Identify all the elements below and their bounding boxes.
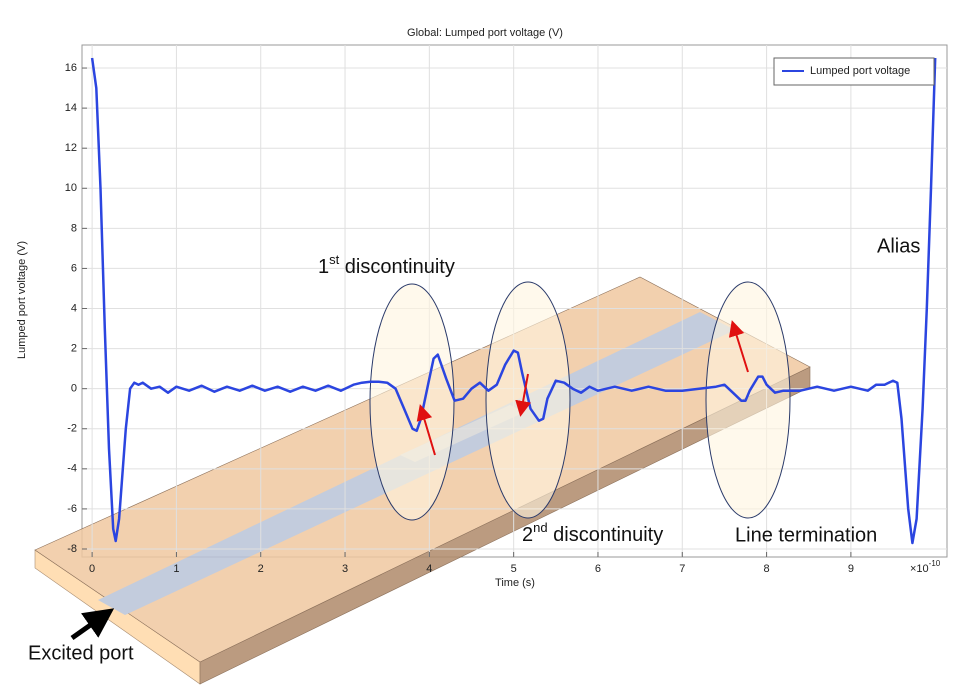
y-tick-label: 14 [65, 102, 77, 114]
x-tick-label: 0 [89, 563, 95, 575]
y-tick-label: 12 [65, 142, 77, 154]
y-tick-label: 8 [71, 222, 77, 234]
series-line [90, 57, 937, 545]
y-axis-label: Lumped port voltage (V) [16, 241, 28, 359]
x-axis-label: Time (s) [495, 577, 535, 589]
arrows [70, 320, 749, 641]
x-tick-label: 6 [595, 563, 601, 575]
x-tick-label: 8 [764, 563, 770, 575]
y-tick-label: -4 [67, 463, 77, 475]
y-tick-label: 4 [71, 302, 77, 314]
annotation-sup: st [329, 252, 340, 267]
y-tick-label: 10 [65, 182, 77, 194]
y-tick-label: 0 [71, 383, 77, 395]
x-tick-label: 2 [258, 563, 264, 575]
y-tick-label: 2 [71, 342, 77, 354]
y-tick-label: -6 [67, 503, 77, 515]
chart-title: Global: Lumped port voltage (V) [407, 27, 563, 39]
x-tick-label: 5 [511, 563, 517, 575]
legend-label: Lumped port voltage [810, 65, 910, 77]
annotation: 1st discontinuity [318, 252, 455, 278]
x-tick-label: 9 [848, 563, 854, 575]
annotation: Alias [877, 235, 920, 257]
annotation-text: 1 [318, 256, 329, 278]
x-tick-label: 3 [342, 563, 348, 575]
x-tick-label: 4 [426, 563, 432, 575]
annotation: 2nd discontinuity [522, 520, 663, 546]
x-scale-base: ×10 [910, 563, 929, 575]
y-tick-label: 6 [71, 262, 77, 274]
x-tick-label: 7 [679, 563, 685, 575]
annotation-text: 2 [522, 524, 533, 546]
y-tick-label: -2 [67, 423, 77, 435]
annotation-sup: nd [533, 520, 547, 535]
annotation-text: discontinuity [339, 256, 455, 278]
annotation-text: discontinuity [548, 524, 664, 546]
ellipses [369, 281, 791, 521]
x-tick-label: 1 [173, 563, 179, 575]
x-scale: ×10-10 [910, 559, 941, 575]
y-tick-label: 16 [65, 62, 77, 74]
x-scale-exponent: -10 [929, 559, 941, 568]
annotation: Line termination [735, 524, 877, 546]
marks [90, 57, 937, 545]
annotation: Excited port [28, 642, 134, 664]
y-tick-label: -8 [67, 543, 77, 555]
